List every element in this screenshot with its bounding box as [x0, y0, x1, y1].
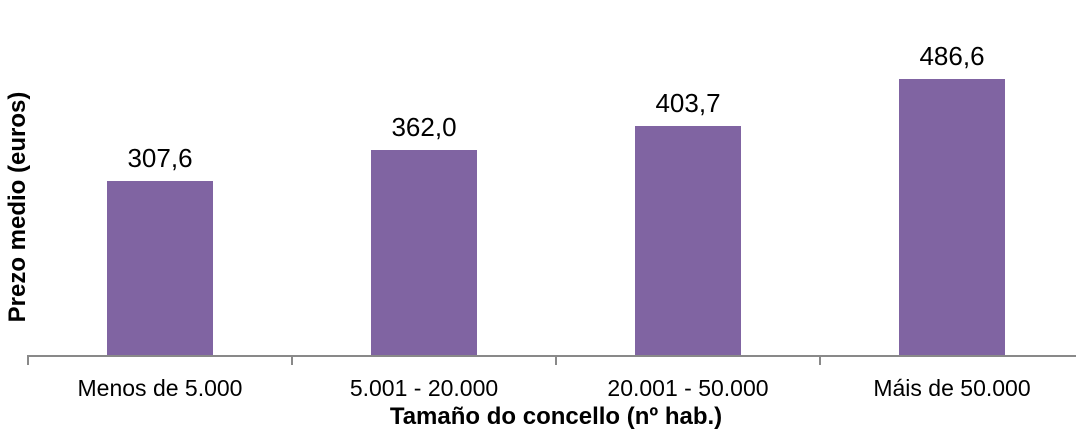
category-label: Máis de 50.000: [873, 375, 1031, 401]
axis-tick: [291, 355, 293, 365]
bar-value-label: 307,6: [127, 143, 193, 174]
category-label: 20.001 - 50.000: [607, 375, 769, 401]
bar-value-label: 403,7: [655, 88, 721, 119]
bar: 307,6: [107, 144, 213, 355]
category-label: Menos de 5.000: [77, 375, 243, 401]
bar: 403,7: [635, 89, 741, 355]
axis-tick: [27, 355, 29, 365]
bar-value-label: 486,6: [919, 41, 985, 72]
axis-tick: [555, 355, 557, 365]
bar-value-label: 362,0: [391, 112, 457, 143]
plot-area: 307,6 Menos de 5.000 362,0 5.001 - 20.000 40…: [27, 15, 1076, 401]
category-label: 5.001 - 20.000: [349, 375, 499, 401]
bar: 362,0: [371, 113, 477, 355]
bar: 486,6: [899, 42, 1005, 355]
x-axis-title: Tamaño do concello (nº hab.): [389, 403, 723, 430]
axis-tick: [819, 355, 821, 365]
